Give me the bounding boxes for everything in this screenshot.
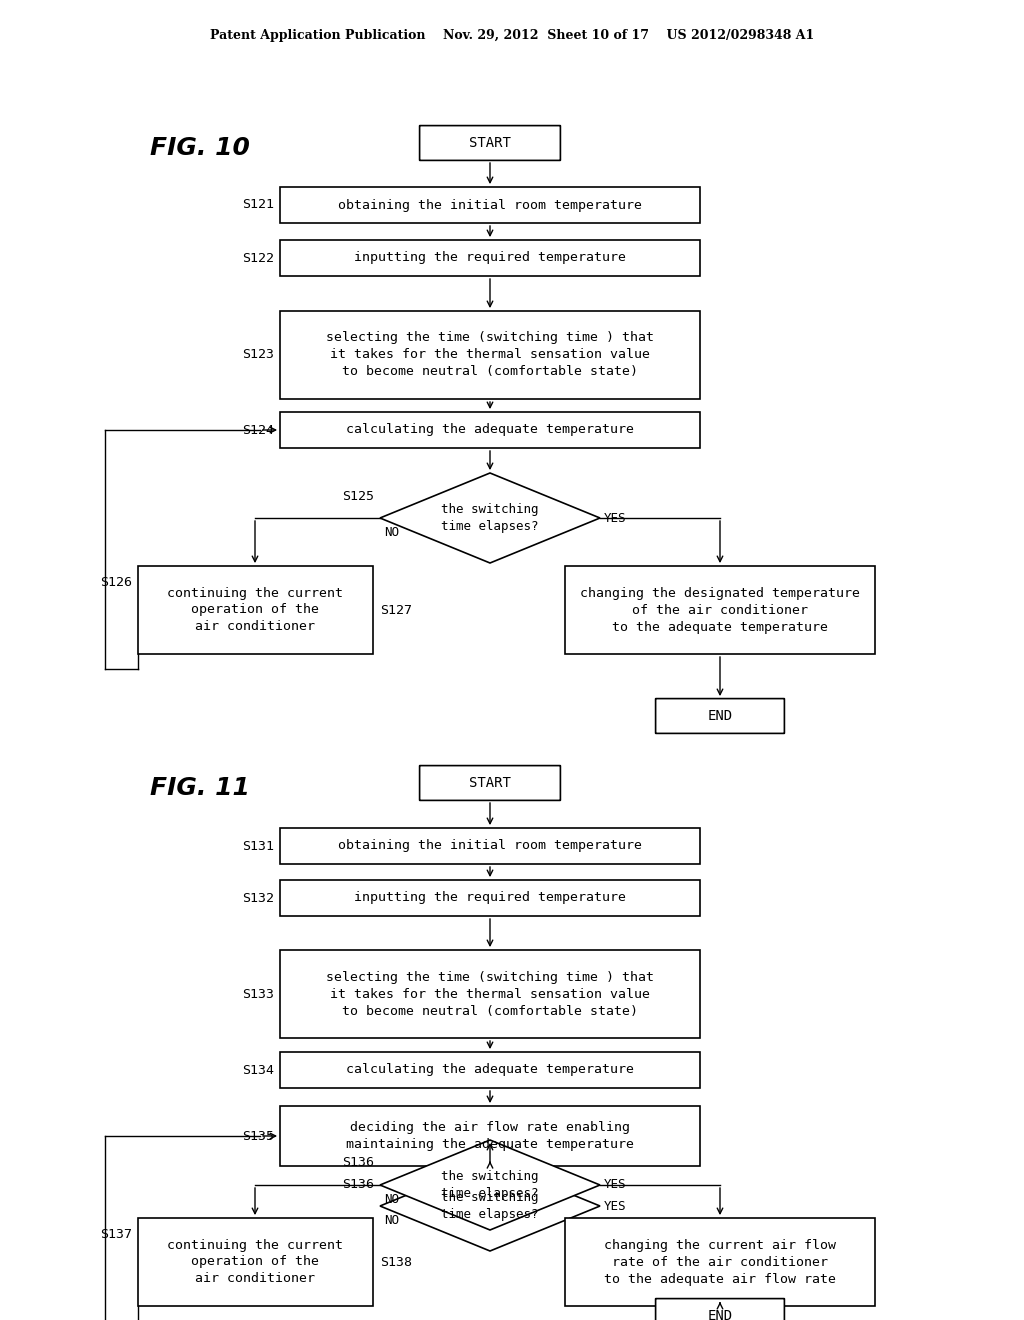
Text: the switching
time elapses?: the switching time elapses? — [441, 1191, 539, 1221]
Text: Patent Application Publication    Nov. 29, 2012  Sheet 10 of 17    US 2012/02983: Patent Application Publication Nov. 29, … — [210, 29, 814, 41]
Bar — [137, 566, 373, 653]
Text: changing the current air flow
rate of the air conditioner
to the adequate air fl: changing the current air flow rate of th… — [604, 1238, 836, 1286]
Text: inputting the required temperature: inputting the required temperature — [354, 252, 626, 264]
Text: selecting the time (switching time ) that
it takes for the thermal sensation val: selecting the time (switching time ) tha… — [326, 331, 654, 379]
Text: continuing the current
operation of the
air conditioner: continuing the current operation of the … — [167, 586, 343, 634]
Bar — [280, 187, 700, 223]
Text: obtaining the initial room temperature: obtaining the initial room temperature — [338, 840, 642, 853]
Text: FIG. 10: FIG. 10 — [150, 136, 250, 160]
Bar — [280, 412, 700, 447]
Text: S134: S134 — [242, 1064, 274, 1077]
Bar — [280, 880, 700, 916]
Text: changing the designated temperature
of the air conditioner
to the adequate tempe: changing the designated temperature of t… — [580, 586, 860, 634]
Text: START: START — [469, 136, 511, 150]
Bar — [280, 1106, 700, 1166]
Bar — [280, 828, 700, 865]
Text: obtaining the initial room temperature: obtaining the initial room temperature — [338, 198, 642, 211]
FancyBboxPatch shape — [420, 766, 560, 800]
Polygon shape — [380, 1162, 600, 1251]
FancyBboxPatch shape — [655, 698, 784, 734]
Text: the switching
time elapses?: the switching time elapses? — [441, 503, 539, 533]
Bar — [565, 566, 874, 653]
Text: NO: NO — [384, 1214, 399, 1228]
Text: S122: S122 — [242, 252, 274, 264]
Text: S121: S121 — [242, 198, 274, 211]
Bar — [280, 950, 700, 1038]
Text: END: END — [708, 1309, 732, 1320]
Bar — [280, 1052, 700, 1088]
Bar — [280, 240, 700, 276]
Text: S133: S133 — [242, 987, 274, 1001]
Text: S137: S137 — [100, 1228, 132, 1241]
Bar — [565, 1218, 874, 1305]
FancyBboxPatch shape — [655, 1299, 784, 1320]
Bar — [137, 1218, 373, 1305]
Text: calculating the adequate temperature: calculating the adequate temperature — [346, 424, 634, 437]
Text: YES: YES — [604, 511, 627, 524]
Text: S125: S125 — [342, 490, 374, 503]
Text: YES: YES — [604, 1179, 627, 1192]
Text: S123: S123 — [242, 348, 274, 362]
Text: END: END — [708, 709, 732, 723]
Text: S135: S135 — [242, 1130, 274, 1143]
Text: continuing the current
operation of the
air conditioner: continuing the current operation of the … — [167, 1238, 343, 1286]
Text: selecting the time (switching time ) that
it takes for the thermal sensation val: selecting the time (switching time ) tha… — [326, 970, 654, 1018]
Text: START: START — [469, 776, 511, 789]
Text: deciding the air flow rate enabling
maintaining the adequate temperature: deciding the air flow rate enabling main… — [346, 1121, 634, 1151]
Text: inputting the required temperature: inputting the required temperature — [354, 891, 626, 904]
Text: S136: S136 — [342, 1156, 374, 1170]
Text: calculating the adequate temperature: calculating the adequate temperature — [346, 1064, 634, 1077]
Text: FIG. 11: FIG. 11 — [150, 776, 250, 800]
FancyBboxPatch shape — [420, 125, 560, 161]
Text: S131: S131 — [242, 840, 274, 853]
Text: NO: NO — [384, 1193, 399, 1206]
Text: S138: S138 — [380, 1255, 412, 1269]
Text: NO: NO — [384, 525, 399, 539]
Text: S124: S124 — [242, 424, 274, 437]
Text: the switching
time elapses?: the switching time elapses? — [441, 1170, 539, 1200]
Text: S132: S132 — [242, 891, 274, 904]
Text: YES: YES — [604, 1200, 627, 1213]
Bar — [280, 312, 700, 399]
Text: S126: S126 — [100, 576, 132, 589]
Polygon shape — [380, 473, 600, 564]
Text: S136: S136 — [342, 1177, 374, 1191]
Text: S127: S127 — [380, 603, 412, 616]
Polygon shape — [380, 1140, 600, 1230]
